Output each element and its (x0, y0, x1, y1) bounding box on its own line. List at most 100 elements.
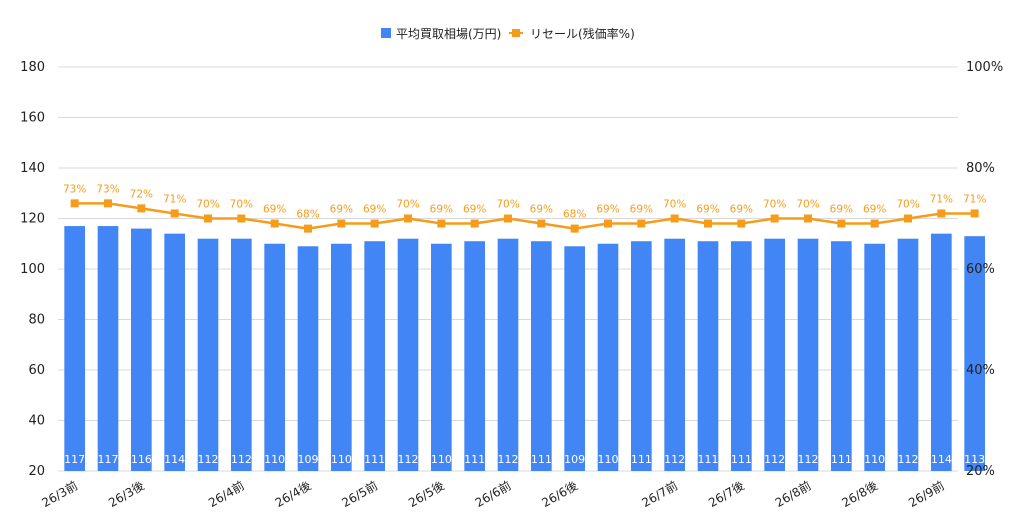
x-tick-label: 26/4前 (206, 478, 247, 510)
x-tick-label: 26/6後 (539, 478, 580, 510)
resale-value-label: 69% (363, 204, 386, 216)
bar-layer: 117 117 116 114 112 112 110 109 110 111 112 110 111 1… (64, 226, 985, 471)
bar (131, 228, 152, 471)
resale-marker (904, 214, 912, 223)
resale-value-label: 72% (130, 188, 153, 200)
resale-marker (304, 224, 312, 233)
x-tick-label: 26/4後 (273, 478, 314, 510)
legend-bar-swatch (381, 28, 391, 38)
bar-value-label: 114 (164, 453, 185, 466)
resale-value-label: 69% (530, 204, 553, 216)
resale-marker (437, 219, 446, 228)
y-tick-left: 160 (20, 111, 45, 126)
y-tick-left: 80 (28, 313, 45, 328)
resale-marker (104, 199, 112, 208)
resale-marker (370, 219, 379, 228)
resale-marker (737, 219, 746, 228)
bar-value-label: 111 (364, 453, 385, 466)
x-tick-label: 26/5後 (406, 478, 447, 510)
resale-value-label: 70% (896, 199, 919, 211)
y-tick-right: 60% (966, 262, 995, 277)
resale-marker (570, 224, 579, 233)
resale-value-label: 69% (863, 204, 886, 216)
y-tick-right: 40% (966, 363, 995, 378)
y-tick-left: 60 (28, 363, 45, 378)
bar-value-label: 117 (64, 453, 85, 466)
bar (264, 243, 285, 471)
bar-value-label: 112 (664, 453, 685, 466)
resale-marker (970, 209, 979, 218)
y-tick-right: 20% (966, 464, 995, 479)
resale-marker (270, 219, 279, 228)
bar-value-label: 111 (631, 453, 652, 466)
bar-value-label: 112 (231, 453, 252, 466)
x-tick-label: 26/8前 (772, 478, 813, 510)
legend-line-swatch-marker (512, 29, 520, 37)
resale-value-label: 70% (496, 199, 519, 211)
bar-value-label: 111 (698, 453, 719, 466)
bar-value-label: 110 (598, 453, 619, 466)
bar-value-label: 111 (831, 453, 852, 466)
resale-marker (537, 219, 546, 228)
legend: 平均買取相場(万円) リセール(残価率%) (381, 26, 635, 41)
line-layer: 73% 73% 72% 71% 70% 70% 69% 68% 69% 69% 70% 69% 69% 7… (63, 183, 986, 233)
y-tick-left: 20 (28, 464, 45, 479)
resale-value-label: 69% (696, 204, 719, 216)
resale-marker (470, 219, 479, 228)
bar-value-label: 112 (898, 453, 919, 466)
y-tick-left: 40 (28, 414, 45, 429)
bar-value-label: 116 (131, 453, 152, 466)
legend-bar-label: 平均買取相場(万円) (396, 27, 501, 41)
resale-value-label: 70% (663, 199, 686, 211)
resale-value-label: 71% (930, 193, 953, 205)
x-tick-label: 26/6前 (472, 478, 513, 510)
y-tick-left: 140 (20, 161, 45, 176)
x-tick-label: 26/7前 (639, 478, 680, 510)
resale-value-label: 69% (263, 204, 286, 216)
resale-value-label: 70% (196, 199, 219, 211)
resale-marker (837, 219, 846, 228)
resale-marker (337, 219, 346, 228)
y-tick-right: 100% (966, 60, 1003, 75)
bar-value-label: 114 (931, 453, 952, 466)
x-tick-label: 26/5前 (339, 478, 380, 510)
bar-value-label: 111 (464, 453, 485, 466)
x-tick-label: 26/3前 (39, 478, 80, 510)
resale-marker (804, 214, 812, 223)
bar (797, 238, 819, 471)
bar (64, 226, 85, 471)
bar-value-label: 112 (498, 453, 519, 466)
bar (431, 243, 452, 471)
bar (231, 238, 252, 471)
bar-value-label: 110 (431, 453, 452, 466)
bar-value-label: 112 (198, 453, 219, 466)
resale-marker (237, 214, 246, 223)
bar-value-label: 110 (264, 453, 285, 466)
resale-marker (404, 214, 412, 223)
resale-value-label: 70% (763, 199, 786, 211)
x-tick-label: 26/7後 (706, 478, 747, 510)
x-tick-label: 26/3後 (106, 478, 147, 510)
y-tick-left: 180 (20, 60, 45, 75)
resale-value-label: 70% (396, 199, 419, 211)
resale-value-label: 69% (730, 204, 753, 216)
resale-value-label: 70% (230, 199, 253, 211)
resale-marker (870, 219, 879, 228)
bar (964, 236, 985, 471)
bar-value-label: 112 (764, 453, 785, 466)
resale-value-label: 69% (630, 204, 653, 216)
resale-value-label: 73% (63, 183, 86, 195)
resale-value-label: 69% (596, 204, 619, 216)
y-tick-right: 80% (966, 161, 995, 176)
bar-value-label: 111 (731, 453, 752, 466)
bar (531, 241, 552, 471)
bar (164, 233, 185, 471)
bar (897, 238, 919, 471)
resale-value-label: 69% (430, 204, 453, 216)
resale-marker (670, 214, 679, 223)
resale-value-label: 73% (96, 183, 119, 195)
bar (564, 246, 585, 471)
resale-marker (770, 214, 779, 223)
